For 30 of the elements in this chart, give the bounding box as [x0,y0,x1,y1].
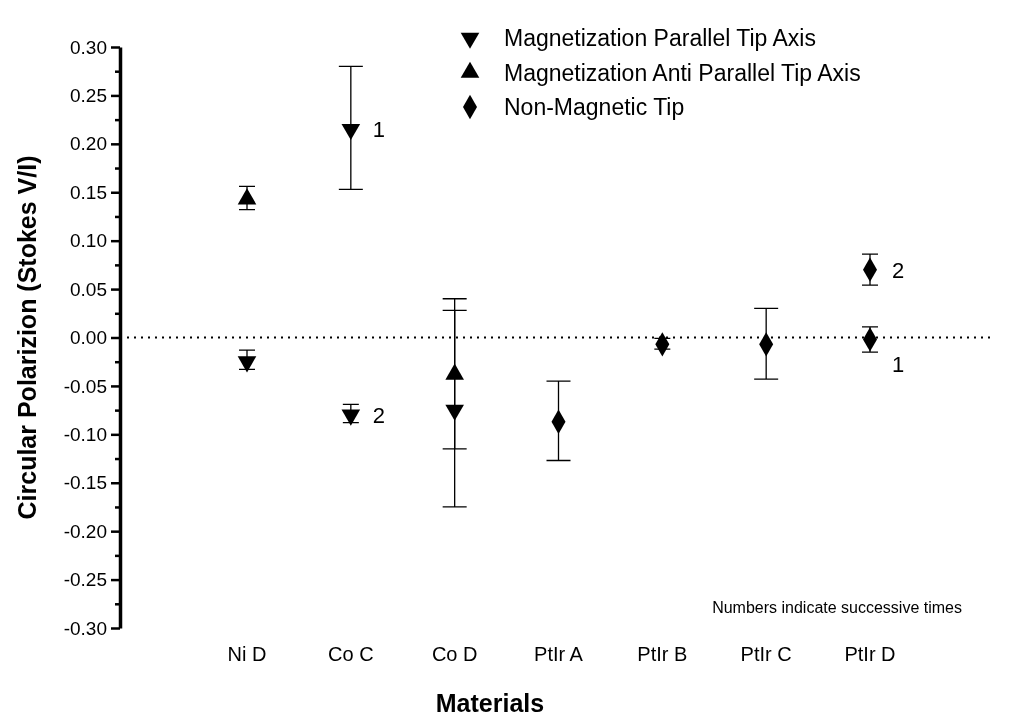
x-tick-label: PtIr D [844,643,896,665]
y-tick-label: 0.00 [70,327,107,349]
y-tick-label: 0.30 [70,36,107,58]
x-tick-label: Co C [328,643,374,665]
annotation: 1 [892,352,905,378]
y-tick-label: -0.20 [63,520,107,542]
y-axis-title: Circular Polarizion (Stokes V/I) [13,155,41,520]
y-tick-label: 0.10 [70,230,107,252]
y-tick-label: -0.05 [63,375,107,397]
y-tick-label: -0.10 [63,423,107,445]
x-tick-label: PtIr A [534,643,584,665]
y-tick-label: 0.05 [70,278,107,300]
x-axis-title: Materials [435,689,545,717]
x-tick-label: PtIr C [740,643,792,665]
y-tick-label: 0.25 [70,85,107,106]
y-tick-label: 0.15 [70,181,107,203]
x-tick-label: PtIr B [637,643,688,665]
legend-label: Magnetization Parallel Tip Axis [504,25,816,51]
annotation: 1 [372,117,386,143]
x-tick-label: Ni D [227,643,267,665]
annotation: 2 [372,402,386,428]
legend-label: Non-Magnetic Tip [504,94,685,120]
annotation: Numbers indicate successive times [712,599,962,616]
x-tick-label: Co D [431,643,478,665]
y-tick-label: -0.25 [63,569,107,591]
y-tick-label: -0.15 [63,472,107,494]
y-tick-label: 0.20 [70,133,107,155]
y-tick-label: -0.30 [63,617,107,639]
annotation: 2 [892,257,905,283]
legend-label: Magnetization Anti Parallel Tip Axis [504,59,861,86]
